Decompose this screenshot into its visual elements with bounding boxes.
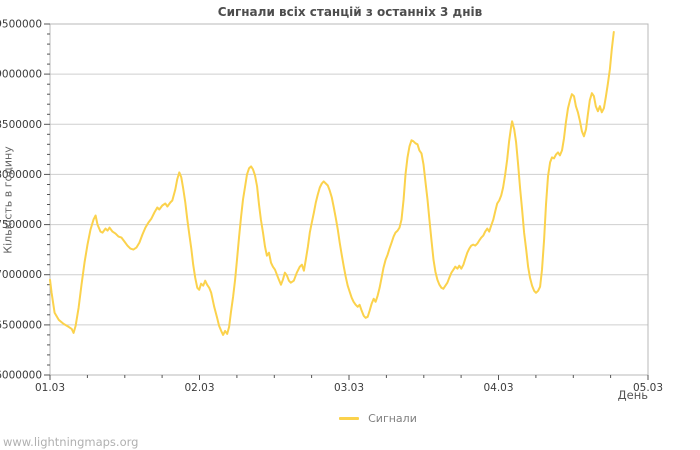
y-axis-tick-labels: 6000000 6500000 7000000 7500000 8000000 85000…: [0, 19, 42, 382]
y-tick-label: 9000000: [0, 69, 42, 81]
x-tick-label: 01.03: [35, 382, 65, 394]
chart-title: Сигнали всіх станцій з останніх 3 днів: [217, 5, 483, 19]
y-tick-label: 7500000: [0, 219, 42, 231]
y-tick-label: 6500000: [0, 319, 42, 331]
signal-line: [49, 31, 615, 336]
h-gridlines: [50, 23, 648, 376]
legend-label: Сигнали: [368, 412, 417, 425]
legend-line-swatch: [339, 417, 360, 420]
y-tick-label: 8000000: [0, 169, 42, 181]
y-axis-ticks: [44, 23, 50, 376]
x-tick-label: 05.03: [633, 382, 663, 394]
y-tick-label: 6000000: [0, 370, 42, 382]
x-axis-ticks: [49, 375, 649, 380]
x-axis-title: День: [617, 388, 648, 402]
x-tick-label: 04.03: [483, 382, 513, 394]
x-axis-tick-labels: 01.03 02.03 03.03 04.03 05.03: [35, 382, 663, 394]
y-tick-label: 9500000: [0, 19, 42, 31]
y-axis-title: Кількість в годину: [1, 146, 15, 254]
y-tick-label: 8500000: [0, 119, 42, 131]
watermark: www.lightningmaps.org: [3, 435, 139, 449]
legend: Сигнали: [28, 412, 700, 425]
x-tick-label: 02.03: [184, 382, 214, 394]
x-tick-label: 03.03: [334, 382, 364, 394]
y-tick-label: 7000000: [0, 269, 42, 281]
plot-border: [49, 23, 649, 376]
